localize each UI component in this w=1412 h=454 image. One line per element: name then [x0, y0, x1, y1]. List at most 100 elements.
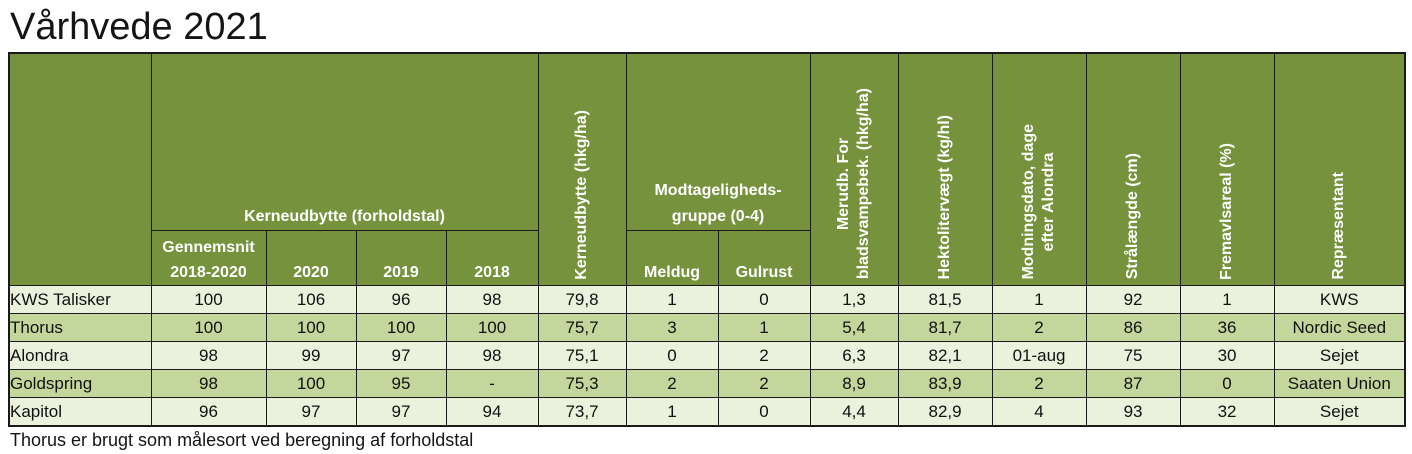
table-cell: 100 — [265, 368, 357, 398]
table-cell: 92 — [1085, 284, 1181, 314]
table-cell: 4 — [991, 396, 1087, 426]
table-cell: 100 — [355, 312, 447, 342]
sub-label-line2: 2018-2020 — [170, 263, 247, 281]
table-row-goldspring: Goldspring 98 100 95 - 75,3 2 2 8,9 83,9… — [8, 368, 1406, 398]
rotated-label: Strålængde (cm) — [1124, 153, 1142, 280]
table-cell: 100 — [265, 312, 357, 342]
table-cell: 86 — [1085, 312, 1181, 342]
table-cell: 2 — [991, 312, 1087, 342]
table-cell: Saaten Union — [1273, 368, 1406, 398]
rotated-label: Repræsentant — [1330, 171, 1348, 280]
table-cell: 1 — [625, 396, 719, 426]
table-cell: 94 — [445, 396, 539, 426]
group-header-kerneudbytte-forholdstal: Kerneudbytte (forholdstal) — [150, 52, 539, 231]
table-cell: 3 — [625, 312, 719, 342]
row-label: Kapitol — [8, 396, 152, 426]
table-cell: 0 — [625, 340, 719, 370]
table-cell: 98 — [150, 368, 267, 398]
table-row-thorus: Thorus 100 100 100 100 75,7 3 1 5,4 81,7… — [8, 312, 1406, 342]
table-cell: 81,5 — [897, 284, 993, 314]
table-cell: 106 — [265, 284, 357, 314]
rotated-label: Kerneudbytte (hkg/ha) — [573, 109, 591, 280]
column-header-merudb: Merudb. For bladsvampebek. (hkg/ha) — [809, 52, 899, 286]
table-row-kws-talisker: KWS Talisker 100 106 96 98 79,8 1 0 1,3 … — [8, 284, 1406, 314]
header-row-subcolumns: Gennemsnit 2018-2020 2020 2019 2018 Meld… — [9, 229, 1405, 286]
table-cell: 100 — [150, 284, 267, 314]
rotated-label-line1: Modningsdato, dage — [1020, 123, 1038, 280]
column-header-straalaengde: Strålængde (cm) — [1085, 52, 1181, 286]
column-header-2019: 2019 — [355, 229, 447, 286]
table-cell: 01-aug — [991, 340, 1087, 370]
table-cell: 98 — [150, 340, 267, 370]
table-cell: 75,3 — [537, 368, 627, 398]
table-cell: 1 — [1179, 284, 1275, 314]
table-cell: 32 — [1179, 396, 1275, 426]
table-cell: 96 — [355, 284, 447, 314]
table-cell: 75,1 — [537, 340, 627, 370]
table-cell: 79,8 — [537, 284, 627, 314]
table-cell: KWS — [1273, 284, 1406, 314]
table-cell: 82,1 — [897, 340, 993, 370]
table-cell: Sejet — [1273, 396, 1406, 426]
table-cell: 99 — [265, 340, 357, 370]
table-cell: 97 — [265, 396, 357, 426]
column-header-modningsdato: Modningsdato, dage efter Alondra — [991, 52, 1087, 286]
column-header-meldug: Meldug — [625, 229, 719, 286]
column-header-2018: 2018 — [445, 229, 539, 286]
table-cell: 87 — [1085, 368, 1181, 398]
table-cell: 1 — [991, 284, 1087, 314]
rotated-label: Hektolitervægt (kg/hl) — [936, 115, 954, 280]
column-header-kerneudbytte-hkg-ha: Kerneudbytte (hkg/ha) — [537, 52, 627, 286]
table-cell: 100 — [150, 312, 267, 342]
table-cell: 96 — [150, 396, 267, 426]
table-cell: 83,9 — [897, 368, 993, 398]
table-cell: 2 — [717, 340, 811, 370]
footnote-text: Thorus er brugt som målesort ved beregni… — [10, 429, 474, 450]
rotated-label-line1: Merudb. For — [835, 137, 853, 231]
table-cell: 97 — [355, 340, 447, 370]
table-cell: 97 — [355, 396, 447, 426]
table-cell: 0 — [717, 284, 811, 314]
column-header-hektolitervaegt: Hektolitervægt (kg/hl) — [897, 52, 993, 286]
table-cell: 95 — [355, 368, 447, 398]
table-cell: 82,9 — [897, 396, 993, 426]
table-cell: 1,3 — [809, 284, 899, 314]
table-row-alondra: Alondra 98 99 97 98 75,1 0 2 6,3 82,1 01… — [8, 340, 1406, 370]
table-cell: 36 — [1179, 312, 1275, 342]
table-cell: Nordic Seed — [1273, 312, 1406, 342]
table-row-kapitol: Kapitol 96 97 97 94 73,7 1 0 4,4 82,9 4 … — [8, 396, 1406, 426]
column-header-2020: 2020 — [265, 229, 357, 286]
column-header-gulrust: Gulrust — [717, 229, 811, 286]
varieties-table: Kerneudbytte (forholdstal) Kerneudbytte … — [8, 52, 1407, 427]
row-label: Alondra — [8, 340, 152, 370]
table-cell: 100 — [445, 312, 539, 342]
page-title: Vårhvede 2021 — [10, 6, 268, 48]
table-cell: Sejet — [1273, 340, 1406, 370]
column-header-repraesentant: Repræsentant — [1273, 52, 1406, 286]
table-cell: 2 — [991, 368, 1087, 398]
table-cell: 5,4 — [809, 312, 899, 342]
row-label: KWS Talisker — [8, 284, 152, 314]
table-cell: 98 — [445, 340, 539, 370]
table-cell: 81,7 — [897, 312, 993, 342]
table-cell: 30 — [1179, 340, 1275, 370]
column-header-fremavlsareal: Fremavlsareal (%) — [1179, 52, 1275, 286]
group-label-line1: Modtageligheds- — [654, 181, 782, 199]
column-header-gennemsnit: Gennemsnit 2018-2020 — [150, 229, 267, 286]
group-label-line2: gruppe (0-4) — [671, 207, 765, 225]
rotated-label-line2: bladsvampebek. (hkg/ha) — [855, 88, 873, 280]
row-label: Thorus — [8, 312, 152, 342]
rotated-label: Fremavlsareal (%) — [1218, 142, 1236, 280]
table-cell: - — [445, 368, 539, 398]
table-cell: 93 — [1085, 396, 1181, 426]
group-header-modtagelighedsgruppe: Modtageligheds- gruppe (0-4) — [625, 52, 811, 231]
row-label: Goldspring — [8, 368, 152, 398]
table-cell: 1 — [625, 284, 719, 314]
table-cell: 0 — [717, 396, 811, 426]
table-cell: 1 — [717, 312, 811, 342]
table-cell: 98 — [445, 284, 539, 314]
rotated-label-line2: efter Alondra — [1040, 152, 1058, 252]
table-cell: 2 — [625, 368, 719, 398]
table-cell: 8,9 — [809, 368, 899, 398]
